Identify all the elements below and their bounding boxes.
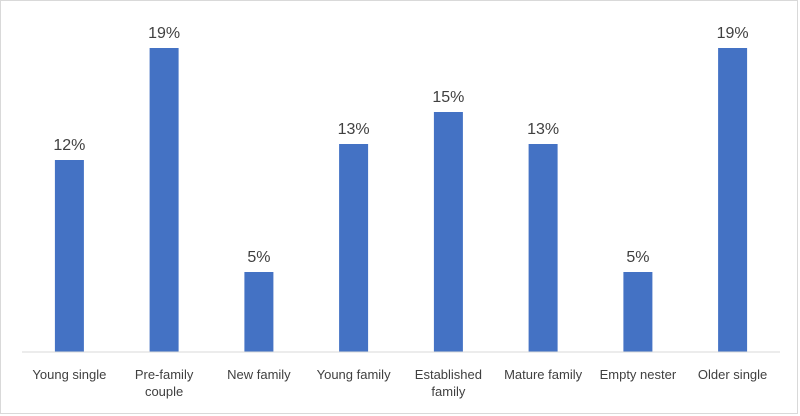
category-label-5: Mature family	[504, 367, 583, 382]
data-label-0: 12%	[53, 137, 85, 154]
data-label-7: 19%	[717, 25, 749, 42]
data-label-2: 5%	[247, 249, 270, 266]
category-label-0: Young single	[32, 367, 106, 382]
category-label-4: Established family	[415, 367, 482, 399]
bar-7	[718, 48, 748, 352]
bar-5	[528, 144, 558, 352]
data-label-6: 5%	[626, 249, 649, 266]
bar-4	[433, 112, 463, 352]
bar-0	[54, 160, 84, 352]
data-label-3: 13%	[338, 121, 370, 138]
category-label-3: Young family	[317, 367, 391, 382]
category-label-7: Older single	[698, 367, 767, 382]
bar-2	[244, 272, 274, 352]
category-label-6: Empty nester	[600, 367, 677, 382]
data-label-1: 19%	[148, 25, 180, 42]
data-labels-group: 12% 19% 5% 13% 15% 13% 5% 19%	[53, 25, 748, 266]
bar-6	[623, 272, 653, 352]
category-label-2: New family	[227, 367, 291, 382]
category-label-1: Pre-family couple	[135, 367, 194, 399]
data-label-4: 15%	[432, 89, 464, 106]
category-labels-group: Young single Pre-family couple New family Yo…	[32, 367, 767, 399]
bar-1	[149, 48, 179, 352]
bars-group	[54, 48, 748, 352]
data-label-5: 13%	[527, 121, 559, 138]
bar-3	[339, 144, 369, 352]
